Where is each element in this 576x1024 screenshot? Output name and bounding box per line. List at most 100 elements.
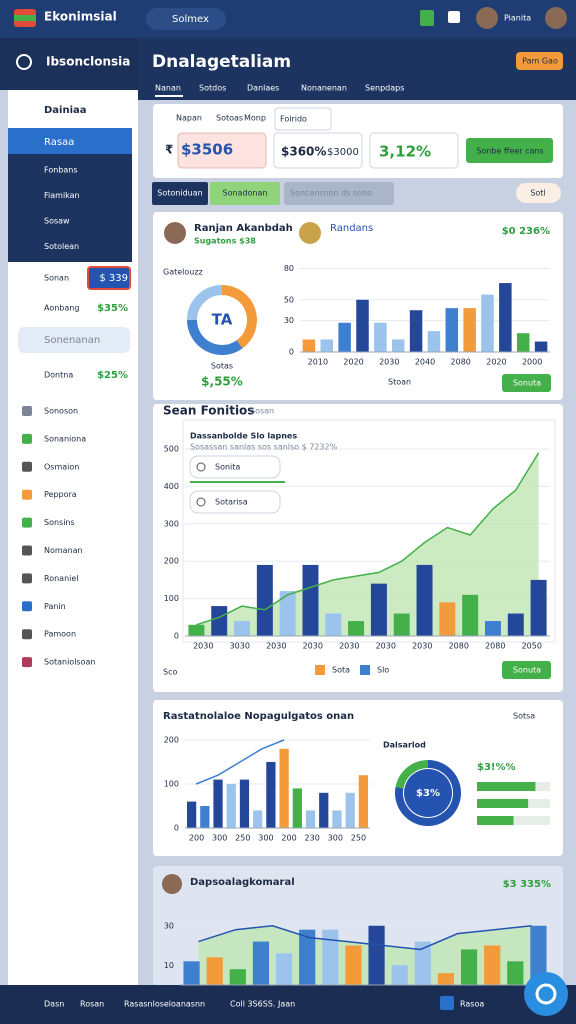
bar <box>206 957 223 985</box>
bar <box>391 339 405 352</box>
bar <box>484 945 501 985</box>
chat-icon <box>535 983 557 1005</box>
bar <box>484 621 501 636</box>
label: Dalsarlod <box>383 741 426 750</box>
toolbar-tab[interactable] <box>152 182 208 205</box>
label: Stoan <box>388 378 411 387</box>
action-button[interactable] <box>466 138 553 163</box>
bar <box>256 564 273 636</box>
label: Sco <box>163 668 177 677</box>
bar <box>234 621 251 636</box>
label: Aonbang <box>44 304 79 313</box>
label: Sosan <box>250 407 274 416</box>
filter-tab[interactable] <box>274 107 332 131</box>
y-tick-label: 50 <box>284 295 294 304</box>
label: Coll 3S6SS. Jaan <box>230 1000 295 1009</box>
bar <box>507 613 524 636</box>
nav-icon <box>22 433 32 444</box>
label: Sonaniona <box>44 434 86 443</box>
label: Sotsa <box>513 712 535 721</box>
search-pill[interactable] <box>146 8 226 30</box>
bar <box>239 779 250 828</box>
bar <box>530 925 547 985</box>
label: Nonanenan <box>301 84 347 93</box>
sidebar-search-input[interactable] <box>18 327 130 353</box>
nav-icon <box>22 573 32 584</box>
x-tick-label: 2030 <box>376 642 396 651</box>
y-tick-label: 300 <box>164 519 179 528</box>
y-tick-label: 0 <box>289 348 294 357</box>
label: Sosaw <box>44 217 70 226</box>
card-button[interactable] <box>502 661 551 679</box>
x-tick-label: 200 <box>281 834 296 843</box>
bar <box>322 929 339 985</box>
header-button[interactable] <box>516 52 563 70</box>
progress-bar <box>477 816 514 825</box>
donut-segment <box>395 760 429 789</box>
label: Sonita <box>215 463 240 472</box>
x-tick-label: 2020 <box>486 358 506 367</box>
nav-icon <box>22 657 32 668</box>
card-button[interactable] <box>502 374 551 392</box>
donut-segment <box>395 760 461 826</box>
bar <box>374 322 387 352</box>
label: Rastatnolaloe Nopagulgatos onan <box>163 711 354 722</box>
label: $3!%% <box>477 762 516 773</box>
donut-segment <box>187 285 223 321</box>
bar <box>186 801 197 828</box>
label: $3% <box>416 788 440 799</box>
tab-underline[interactable] <box>155 95 183 97</box>
stat-badge <box>87 266 131 290</box>
label: $,55% <box>201 375 243 389</box>
bar <box>370 583 387 636</box>
sidebar-active <box>8 128 132 154</box>
donut-segment <box>187 319 243 355</box>
bar <box>516 333 530 352</box>
x-tick-label: 2080 <box>485 642 505 651</box>
kpi-box <box>177 132 267 169</box>
label: Ibsonclonsia <box>46 55 130 69</box>
toolbar-pill[interactable] <box>516 183 561 203</box>
bar <box>460 949 478 985</box>
bar <box>252 941 270 985</box>
label: ₹ <box>165 143 173 157</box>
toolbar-tab[interactable] <box>210 182 280 205</box>
input-underline[interactable] <box>190 481 285 483</box>
label: Osmaion <box>44 462 79 471</box>
toolbar-input[interactable] <box>284 182 394 205</box>
donut-segment <box>221 285 257 349</box>
chart-input[interactable] <box>189 455 281 479</box>
bar <box>320 339 334 352</box>
bar <box>226 784 236 828</box>
bar <box>332 810 342 828</box>
bar <box>462 594 479 636</box>
label: $3 335% <box>503 879 551 890</box>
x-tick-label: 2030 <box>339 642 359 651</box>
label: Rasasnloseloanasnn <box>124 1000 205 1009</box>
bar <box>305 810 316 828</box>
x-tick-label: 2050 <box>522 642 542 651</box>
x-tick-label: 250 <box>235 834 250 843</box>
sidebar-header <box>0 38 138 90</box>
bar <box>325 613 342 636</box>
bar <box>338 322 351 352</box>
x-tick-label: 2080 <box>449 642 469 651</box>
label: Sonsins <box>44 518 75 527</box>
bar <box>507 961 524 985</box>
bar <box>409 310 423 352</box>
label: Dainiaa <box>44 105 87 116</box>
nav-icon <box>22 601 32 612</box>
bar <box>463 308 476 352</box>
y-tick-label: 10 <box>164 961 174 970</box>
bar <box>437 973 455 985</box>
trend-area <box>196 452 539 636</box>
x-tick-label: 2030 <box>303 642 323 651</box>
nav-icon <box>22 517 32 528</box>
chart-input[interactable] <box>189 490 281 514</box>
progress-bar <box>477 799 529 808</box>
bar <box>183 961 200 985</box>
bar <box>213 779 223 828</box>
label: Sonenanan <box>44 335 100 346</box>
bar <box>445 308 459 352</box>
y-tick-label: 400 <box>164 482 179 491</box>
